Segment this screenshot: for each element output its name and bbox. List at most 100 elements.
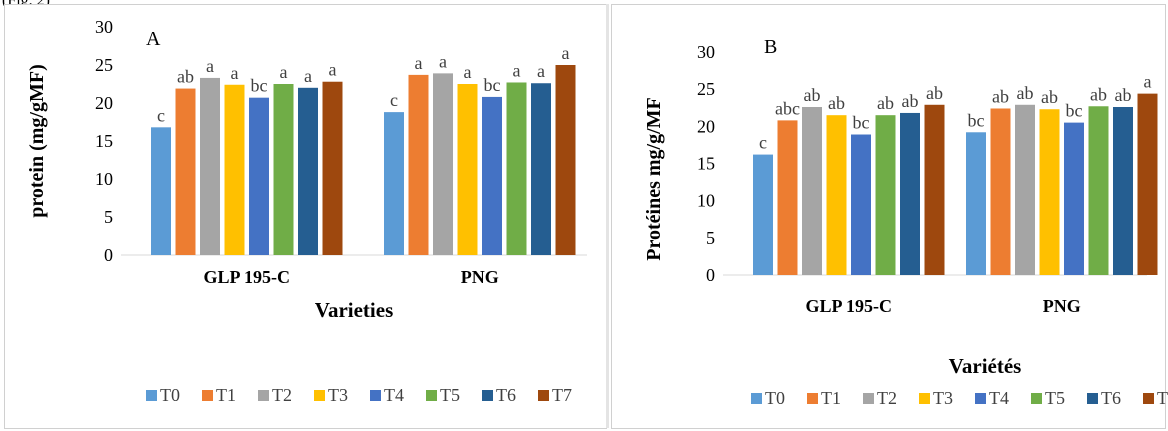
y-tick-label: 15 [95,131,113,151]
bar-t2 [802,107,822,275]
bar-t5 [506,82,527,255]
y-tick-label: 25 [697,79,715,99]
legend-label: T3 [328,385,348,405]
legend-label: T3 [933,388,953,408]
legend-label: T0 [160,385,180,405]
y-tick-label: 20 [95,93,113,113]
bar-t6 [900,112,920,275]
x-category-label: PNG [1043,296,1081,316]
y-tick-label: 15 [697,154,715,174]
bar-t1 [990,108,1011,275]
legend-label: T2 [877,388,897,408]
bar-t1 [175,88,196,255]
legend-label: T1 [821,388,841,408]
chart-panel-b: 0 5 10 15 20 25 30 c abc ab ab bc ab ab ab GLP 195-C bc a… [611,4,1168,429]
data-label: ab [926,83,943,103]
bar-t4 [482,96,502,255]
legend-label: T5 [1045,388,1065,408]
panel-separator [606,4,609,428]
data-label: ab [177,67,194,87]
legend-swatch-t4 [975,393,986,404]
data-label: bc [1066,101,1083,121]
y-axis-title: Protéines mg/g/MF [643,97,665,260]
data-label: ab [804,85,821,105]
data-label: a [231,63,239,83]
data-label: bc [853,113,870,133]
legend-swatch-t6 [482,390,493,401]
data-label: bc [484,75,501,95]
legend-swatch-t1 [202,390,213,401]
data-label: a [280,62,288,82]
bar-t7 [924,104,945,275]
bar-t0 [753,154,773,275]
data-label: a [439,51,447,71]
legend-swatch-t7 [538,390,549,401]
bar-t7 [322,81,343,255]
data-label: a [415,53,423,73]
bar-t4 [249,97,269,256]
legend-swatch-t5 [1031,393,1042,404]
bar-t7 [1137,93,1158,275]
legend-label: T6 [496,385,516,405]
panel-letter: B [764,36,777,58]
data-label: c [759,133,767,153]
bar-t6 [298,87,318,255]
legend-swatch-t5 [426,390,437,401]
data-label: ab [877,93,894,113]
y-axis-title: protein (mg/gMF) [26,64,48,218]
bar-t7 [555,65,576,255]
y-tick-label: 30 [95,17,113,37]
y-tick-label: 0 [706,265,715,285]
bar-t1 [408,74,429,255]
bar-t5 [875,115,896,275]
legend-label: T2 [272,385,292,405]
data-label: ab [1041,87,1058,107]
legend-label: T4 [989,388,1009,408]
bar-t6 [1113,107,1133,275]
legend-label: T1 [216,385,236,405]
y-tick-label: 10 [697,191,715,211]
legend-label: T5 [440,385,460,405]
legend-swatch-t3 [314,390,325,401]
legend-swatch-t0 [146,390,157,401]
data-label: a [304,66,312,86]
data-label: c [390,90,398,110]
legend-swatch-t2 [863,393,874,404]
bar-t3 [457,84,478,255]
legend-swatch-t2 [258,390,269,401]
legend-label: T0 [765,388,785,408]
data-label: a [464,62,472,82]
x-category-label: GLP 195-C [805,296,892,316]
y-tick-label: 20 [697,116,715,136]
data-label: ab [992,86,1009,106]
bar-t0 [151,127,171,255]
data-label: a [1144,72,1152,92]
x-axis-title: Variétés [949,354,1022,378]
y-tick-label: 5 [706,228,715,248]
data-label: abc [775,98,800,118]
bar-t1 [777,120,798,276]
data-label: ab [1017,83,1034,103]
legend-swatch-t6 [1087,393,1098,404]
bar-t2 [433,73,453,255]
y-tick-label: 25 [95,55,113,75]
bar-t0 [966,132,986,275]
chart-panel-a: 0 5 10 15 20 25 30 c ab a a bc a a a GLP 195-C c a a a bc a a a… [4,4,607,429]
legend-swatch-t4 [370,390,381,401]
bar-t5 [1088,106,1109,275]
bar-t3 [1039,109,1060,275]
bar-t4 [851,134,871,275]
y-tick-label: 30 [697,42,715,62]
y-tick-label: 10 [95,169,113,189]
x-category-label: GLP 195-C [203,267,290,287]
data-label: ab [902,91,919,111]
bar-t6 [531,83,551,256]
bar-t3 [224,84,245,255]
bar-t5 [273,84,294,255]
bar-t0 [384,112,404,256]
data-label: a [537,61,545,81]
legend-swatch-t7 [1143,393,1154,404]
data-label: a [562,43,570,63]
